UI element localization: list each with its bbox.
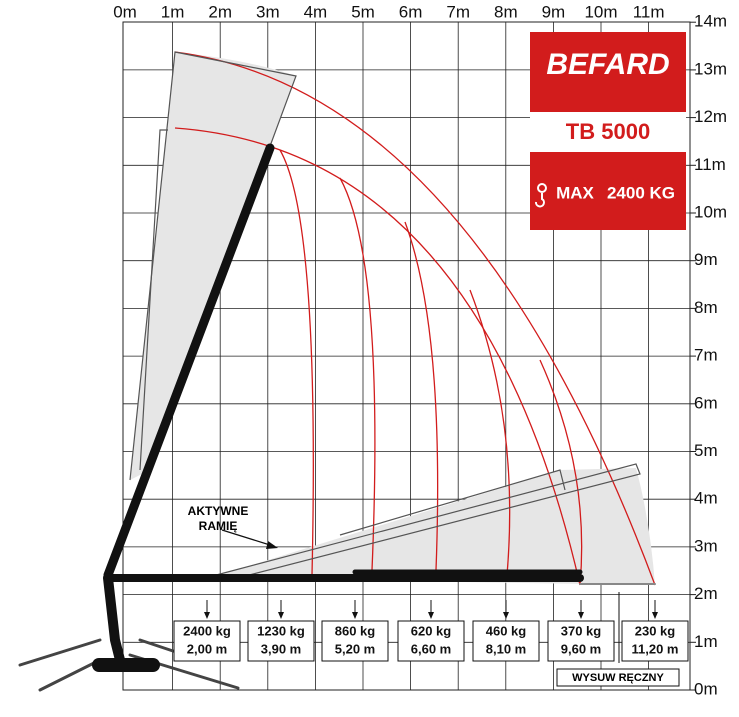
x-axis-label: 2m <box>208 2 232 21</box>
max-label: MAX <box>556 183 594 202</box>
load-box <box>621 620 689 662</box>
y-axis-label: 4m <box>694 489 718 508</box>
load-weight: 860 kg <box>335 623 376 638</box>
load-box <box>472 620 540 662</box>
x-axis-label: 5m <box>351 2 375 21</box>
load-arrowhead <box>578 612 584 619</box>
y-axis-label: 13m <box>694 59 727 78</box>
load-weight: 620 kg <box>411 623 452 638</box>
logo: BEFARD TB 5000 MAX 2400 KG <box>530 32 686 230</box>
load-weight: 1230 kg <box>257 623 305 638</box>
y-axis-label: 7m <box>694 346 718 365</box>
y-axis-label: 9m <box>694 250 718 269</box>
load-distance: 9,60 m <box>561 641 601 656</box>
x-axis-label: 8m <box>494 2 518 21</box>
load-distance: 2,00 m <box>187 641 227 656</box>
brand: BEFARD <box>546 48 669 81</box>
max-value: 2400 KG <box>607 183 675 202</box>
y-axis-label: 6m <box>694 393 718 412</box>
load-weight: 2400 kg <box>183 623 231 638</box>
y-axis-label: 0m <box>694 679 718 698</box>
x-axis-label: 10m <box>584 2 617 21</box>
x-axis-label: 6m <box>399 2 423 21</box>
y-axis-label: 14m <box>694 12 727 31</box>
shade-top <box>130 52 296 480</box>
shade-right <box>210 468 655 585</box>
y-axis-label: 5m <box>694 441 718 460</box>
y-axis-label: 10m <box>694 202 727 221</box>
load-boxes: 2400 kg 2,00 m 1230 kg 3,90 m 860 kg 5,20 m 62… <box>173 600 689 662</box>
load-box <box>173 620 241 662</box>
load-distance: 8,10 m <box>486 641 526 656</box>
manual-extension: WYSUW RĘCZNY <box>572 672 664 684</box>
reach-arcs <box>174 51 656 586</box>
x-axis-label: 1m <box>161 2 185 21</box>
load-distance: 11,20 m <box>632 641 679 656</box>
y-axis-label: 3m <box>694 536 718 555</box>
load-box <box>321 620 389 662</box>
y-axis-label: 8m <box>694 298 718 317</box>
x-axis-label: 4m <box>304 2 328 21</box>
load-weight: 370 kg <box>561 623 602 638</box>
y-axis-label: 1m <box>694 632 718 651</box>
load-distance: 5,20 m <box>335 641 375 656</box>
annotation-arrowhead <box>266 541 278 549</box>
y-axis-label: 12m <box>694 107 727 126</box>
boom <box>18 143 656 692</box>
load-arrowhead <box>652 612 658 619</box>
annotation-line: AKTYWNE <box>188 504 249 518</box>
x-axis-label: 3m <box>256 2 280 21</box>
x-axis-label: 7m <box>446 2 470 21</box>
logo-band <box>530 112 686 152</box>
annotation-arrow <box>221 529 271 546</box>
load-weight: 230 kg <box>635 623 676 638</box>
load-arrowhead <box>428 612 434 619</box>
annotation-line: RAMIĘ <box>199 519 238 533</box>
tracks <box>92 658 160 672</box>
x-axis-label: 11m <box>633 2 665 21</box>
y-axis-label: 2m <box>694 584 718 603</box>
x-axis-label: 0m <box>113 2 137 21</box>
load-arrowhead <box>503 612 509 619</box>
load-weight: 460 kg <box>486 623 527 638</box>
load-arrowhead <box>278 612 284 619</box>
manual-box <box>556 668 680 687</box>
load-box <box>547 620 615 662</box>
y-axis-label: 11m <box>694 155 726 174</box>
model: TB 5000 <box>566 119 650 144</box>
load-distance: 6,60 m <box>411 641 451 656</box>
load-box <box>247 620 315 662</box>
load-arrowhead <box>352 612 358 619</box>
load-box <box>397 620 465 662</box>
load-arrowhead <box>204 612 210 619</box>
x-axis-label: 9m <box>542 2 566 21</box>
load-distance: 3,90 m <box>261 641 301 656</box>
